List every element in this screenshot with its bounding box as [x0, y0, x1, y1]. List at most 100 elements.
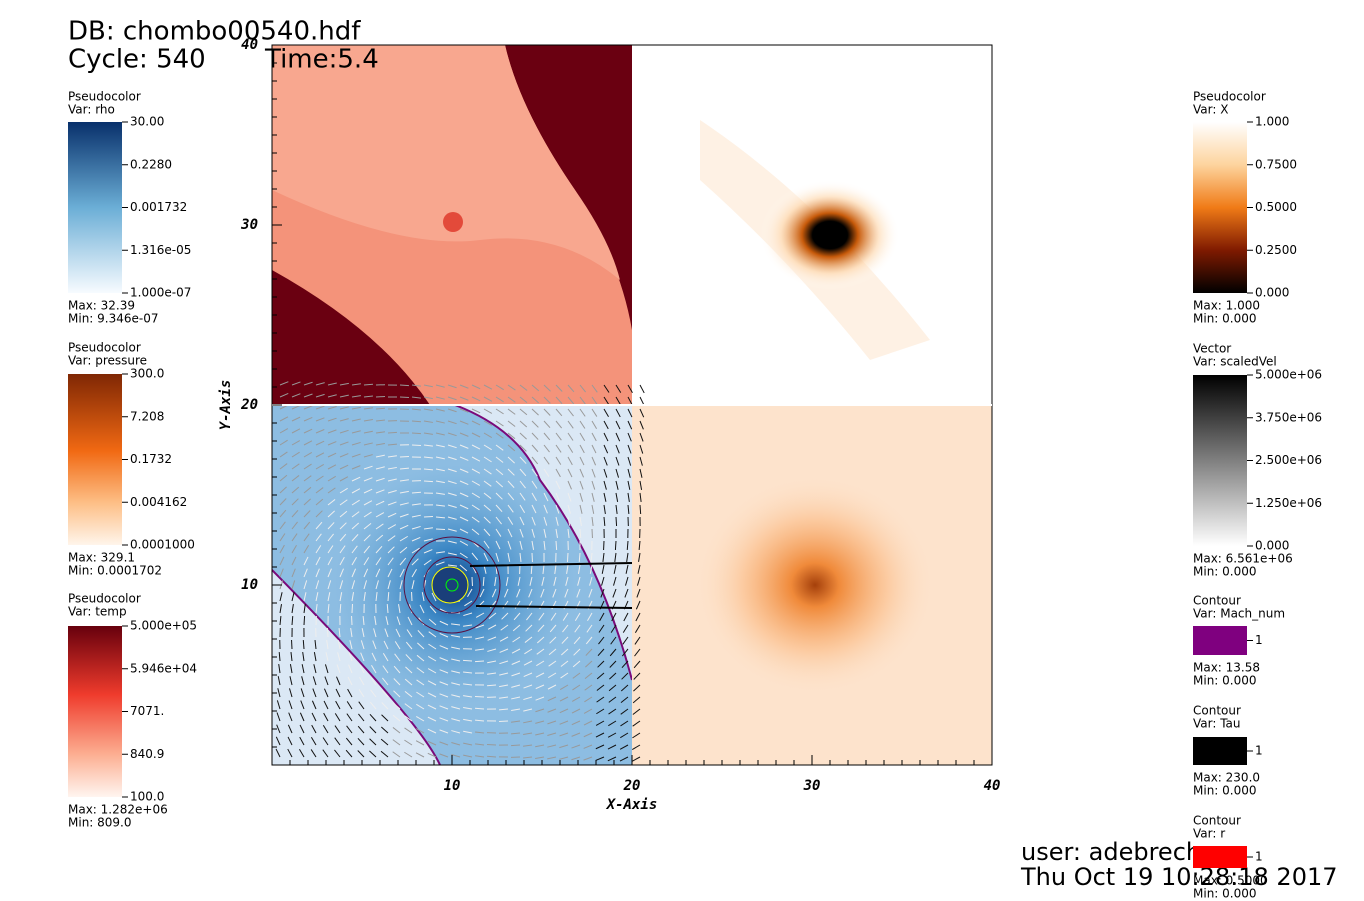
arrow	[301, 676, 305, 686]
arrow	[303, 463, 312, 470]
arrow	[351, 441, 361, 446]
arrow	[315, 533, 322, 542]
arrow	[351, 580, 356, 590]
y-tick-label: 40	[241, 37, 258, 53]
arrow	[559, 708, 569, 714]
arrow	[315, 440, 325, 446]
arrow	[435, 384, 445, 388]
arrow	[632, 708, 641, 715]
y-tick-label: 20	[240, 397, 258, 413]
arrow	[339, 499, 348, 506]
arrow	[404, 727, 413, 734]
arrow	[381, 689, 389, 698]
arrow	[404, 678, 413, 686]
arrow	[579, 432, 586, 441]
arrow	[346, 713, 353, 722]
arrow	[407, 616, 413, 626]
arrow	[615, 492, 619, 502]
arrow	[553, 576, 557, 586]
arrow	[471, 396, 481, 402]
arrow	[483, 444, 492, 451]
arrow	[615, 456, 620, 466]
arrow	[519, 516, 525, 526]
legend-var: Var: r	[1193, 827, 1225, 841]
arrow	[279, 451, 288, 458]
arrow	[474, 660, 485, 663]
arrow	[447, 420, 457, 425]
arrow	[459, 564, 468, 572]
arrow	[538, 612, 545, 621]
arrow	[423, 468, 434, 471]
arrow	[363, 522, 372, 530]
arrow	[603, 516, 606, 527]
y-tick-label: 10	[241, 577, 258, 593]
arrow	[417, 642, 425, 650]
arrow	[326, 627, 329, 638]
arrow	[482, 576, 485, 587]
arrow	[404, 751, 413, 758]
arrow	[505, 576, 509, 586]
arrow	[447, 516, 457, 520]
arrow	[393, 690, 401, 698]
arrow	[483, 540, 490, 549]
arrow	[358, 713, 365, 722]
arrow	[435, 432, 445, 436]
arrow	[435, 420, 445, 424]
arrow	[399, 513, 409, 518]
arrow	[495, 540, 501, 550]
arrow	[596, 696, 605, 703]
arrow	[459, 528, 469, 534]
legend-label: 1	[1255, 744, 1263, 758]
arrow	[577, 576, 581, 586]
arrow	[487, 636, 497, 641]
arrow	[639, 396, 645, 406]
arrow	[427, 692, 437, 698]
arrow	[279, 592, 283, 602]
arrow	[386, 603, 389, 614]
legend-var: Var: X	[1193, 103, 1228, 117]
arrow	[435, 480, 445, 484]
arrow	[585, 636, 593, 645]
arrow	[399, 524, 409, 530]
arrow	[363, 383, 374, 386]
arrow	[447, 540, 457, 544]
arrow	[531, 420, 539, 428]
arrow	[348, 652, 353, 662]
arrow	[451, 706, 461, 710]
arrow	[323, 712, 329, 722]
arrow	[567, 528, 570, 538]
band	[272, 45, 620, 280]
legend-title: Vector	[1193, 342, 1231, 356]
arrow	[381, 714, 389, 722]
arrow	[634, 648, 641, 657]
arrow	[346, 701, 353, 710]
arrow	[535, 720, 545, 724]
arrow	[547, 708, 557, 713]
arrow	[399, 490, 409, 494]
arrow	[571, 744, 581, 749]
arrow	[591, 456, 597, 466]
arrow	[519, 384, 528, 391]
arrow	[447, 444, 457, 449]
legend-title: Pseudocolor	[68, 592, 141, 606]
arrow	[587, 612, 593, 622]
arrow	[547, 732, 557, 736]
arrow	[392, 702, 401, 710]
arrow	[369, 738, 377, 746]
arrow	[327, 603, 330, 614]
arrow	[326, 640, 329, 650]
circle	[431, 566, 469, 604]
arrow	[483, 456, 492, 463]
arrow	[639, 456, 643, 466]
arrow	[487, 660, 497, 664]
arrow	[627, 420, 633, 430]
arrow	[523, 696, 533, 701]
arrow	[387, 455, 397, 458]
arrow	[435, 504, 445, 507]
arrow	[327, 499, 336, 506]
arrow	[451, 730, 461, 734]
arrow	[423, 456, 433, 459]
arrow	[423, 480, 434, 483]
arrow	[405, 641, 413, 650]
arrow	[363, 488, 373, 494]
